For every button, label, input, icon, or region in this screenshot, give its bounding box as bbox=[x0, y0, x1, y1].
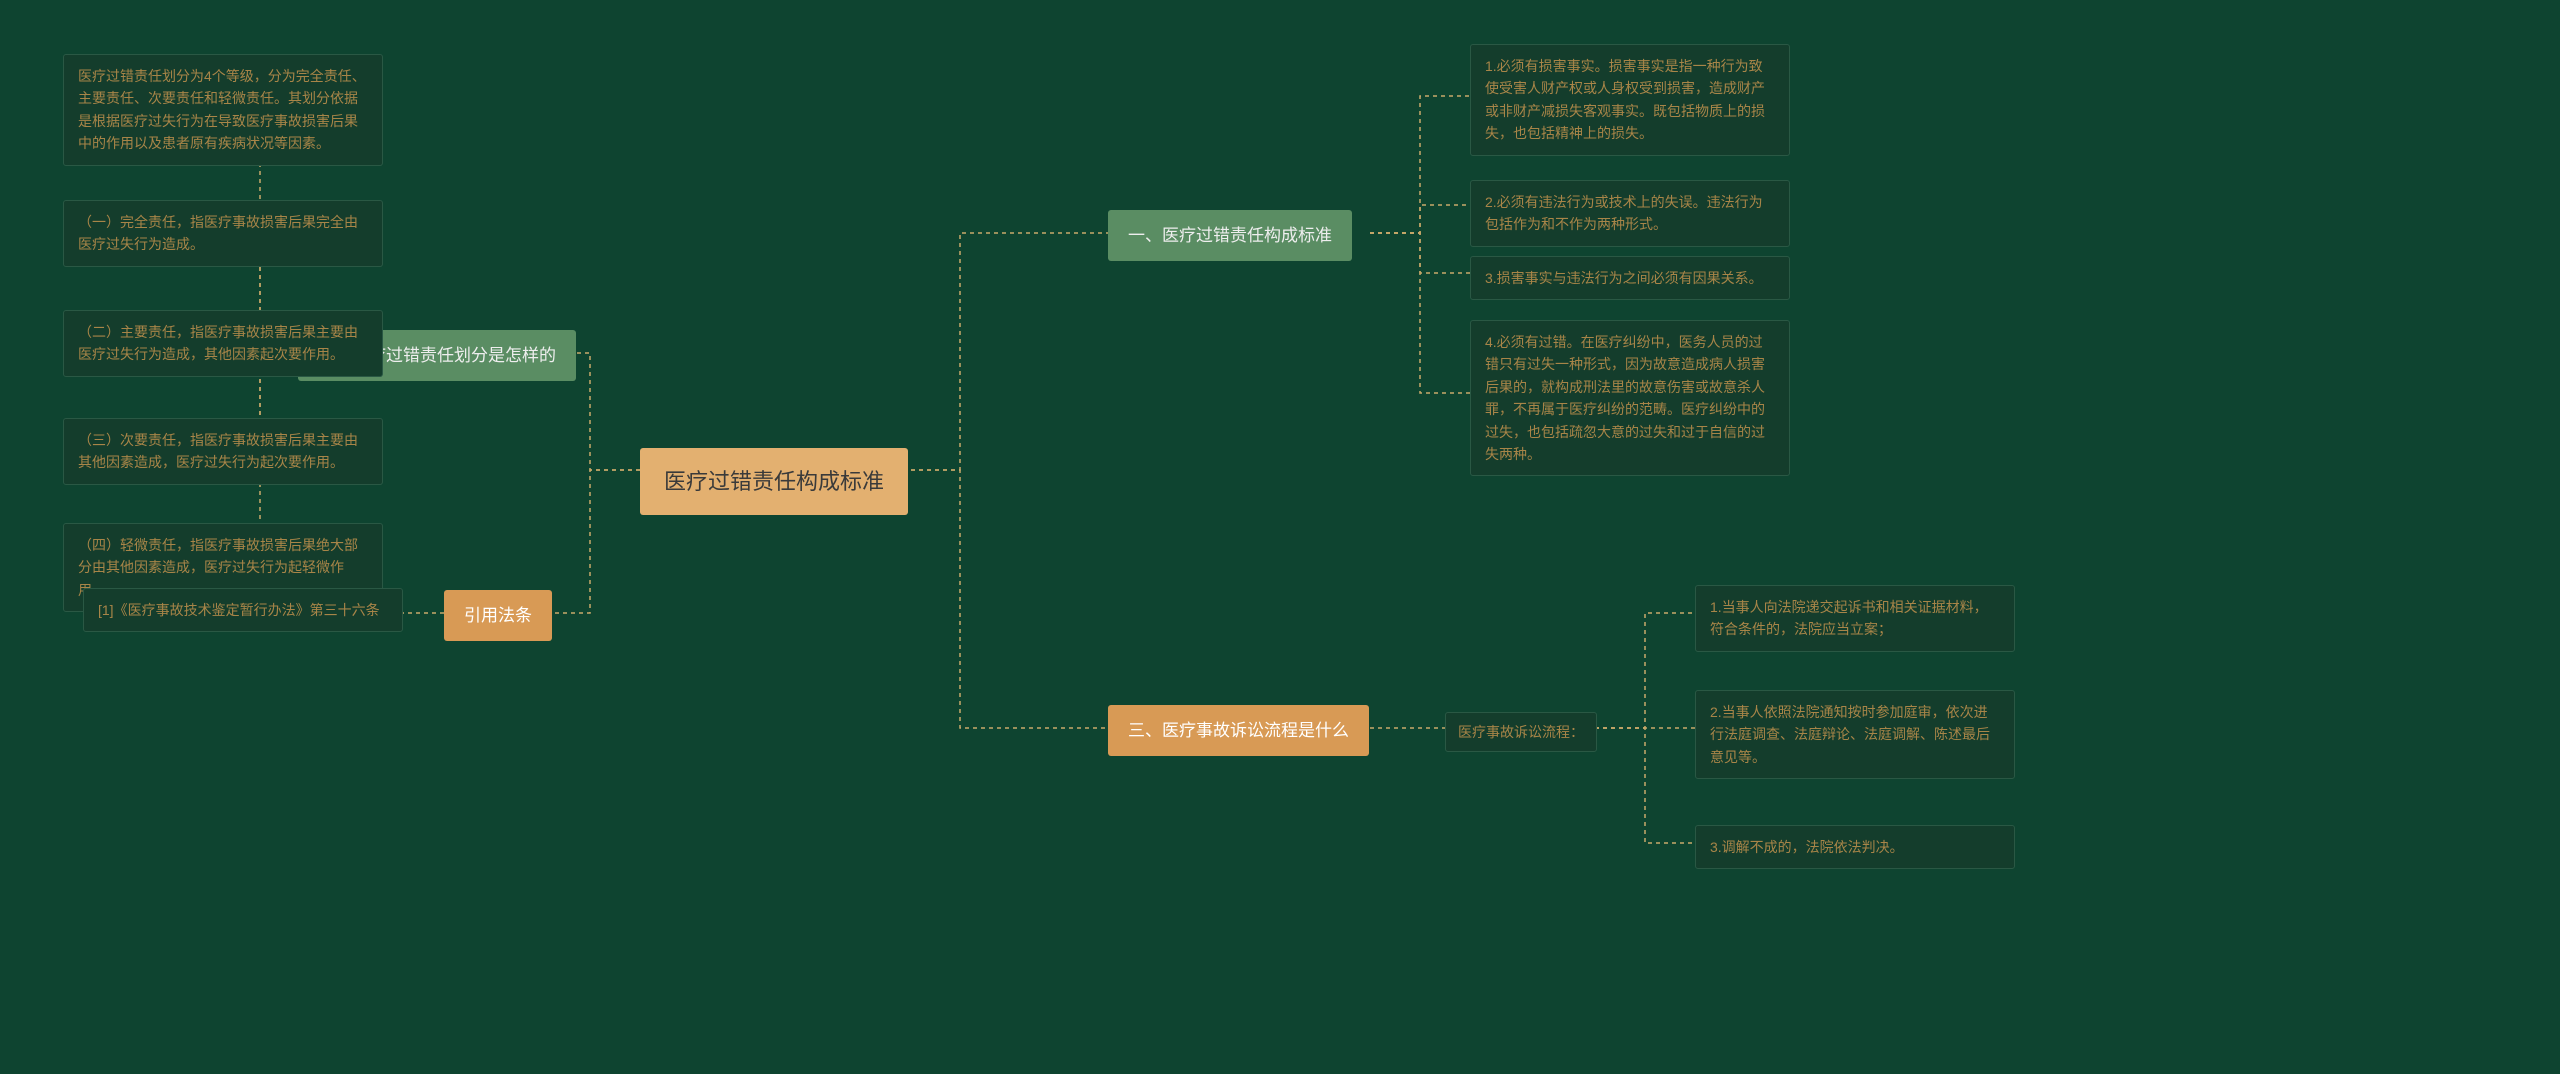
leaf-b3-3-text: 3.调解不成的，法院依法判决。 bbox=[1710, 839, 1904, 855]
branch-3-label: 三、医疗事故诉讼流程是什么 bbox=[1128, 721, 1349, 740]
leaf-b4-1: [1]《医疗事故技术鉴定暂行办法》第三十六条 bbox=[83, 588, 403, 632]
root-label: 医疗过错责任构成标准 bbox=[664, 469, 884, 494]
leaf-b3-3: 3.调解不成的，法院依法判决。 bbox=[1695, 825, 2015, 869]
leaf-b1-4: 4.必须有过错。在医疗纠纷中，医务人员的过错只有过失一种形式，因为故意造成病人损… bbox=[1470, 320, 1790, 476]
leaf-b3-mid: 医疗事故诉讼流程： bbox=[1445, 712, 1597, 752]
leaf-b2-4: （三）次要责任，指医疗事故损害后果主要由其他因素造成，医疗过失行为起次要作用。 bbox=[63, 418, 383, 485]
leaf-b1-2: 2.必须有违法行为或技术上的失误。违法行为包括作为和不作为两种形式。 bbox=[1470, 180, 1790, 247]
branch-1-label: 一、医疗过错责任构成标准 bbox=[1128, 226, 1332, 245]
branch-3[interactable]: 三、医疗事故诉讼流程是什么 bbox=[1108, 705, 1369, 756]
leaf-b1-4-text: 4.必须有过错。在医疗纠纷中，医务人员的过错只有过失一种形式，因为故意造成病人损… bbox=[1485, 334, 1765, 462]
root-node[interactable]: 医疗过错责任构成标准 bbox=[640, 448, 908, 515]
leaf-b2-3-text: （二）主要责任，指医疗事故损害后果主要由医疗过失行为造成，其他因素起次要作用。 bbox=[78, 324, 358, 362]
branch-4[interactable]: 引用法条 bbox=[444, 590, 552, 641]
leaf-b3-2-text: 2.当事人依照法院通知按时参加庭审，依次进行法庭调查、法庭辩论、法庭调解、陈述最… bbox=[1710, 704, 1990, 765]
leaf-b2-4-text: （三）次要责任，指医疗事故损害后果主要由其他因素造成，医疗过失行为起次要作用。 bbox=[78, 432, 358, 470]
leaf-b1-2-text: 2.必须有违法行为或技术上的失误。违法行为包括作为和不作为两种形式。 bbox=[1485, 194, 1763, 232]
leaf-b3-2: 2.当事人依照法院通知按时参加庭审，依次进行法庭调查、法庭辩论、法庭调解、陈述最… bbox=[1695, 690, 2015, 779]
leaf-b3-mid-text: 医疗事故诉讼流程： bbox=[1458, 724, 1584, 740]
leaf-b1-3-text: 3.损害事实与违法行为之间必须有因果关系。 bbox=[1485, 270, 1763, 286]
leaf-b2-2: （一）完全责任，指医疗事故损害后果完全由医疗过失行为造成。 bbox=[63, 200, 383, 267]
connector-layer bbox=[0, 0, 2560, 1074]
leaf-b3-1-text: 1.当事人向法院递交起诉书和相关证据材料，符合条件的，法院应当立案； bbox=[1710, 599, 1988, 637]
leaf-b1-1-text: 1.必须有损害事实。损害事实是指一种行为致使受害人财产权或人身权受到损害，造成财… bbox=[1485, 58, 1765, 141]
leaf-b2-2-text: （一）完全责任，指医疗事故损害后果完全由医疗过失行为造成。 bbox=[78, 214, 358, 252]
branch-4-label: 引用法条 bbox=[464, 606, 532, 625]
branch-1[interactable]: 一、医疗过错责任构成标准 bbox=[1108, 210, 1352, 261]
leaf-b1-3: 3.损害事实与违法行为之间必须有因果关系。 bbox=[1470, 256, 1790, 300]
leaf-b2-1-text: 医疗过错责任划分为4个等级，分为完全责任、主要责任、次要责任和轻微责任。其划分依… bbox=[78, 68, 366, 151]
leaf-b2-3: （二）主要责任，指医疗事故损害后果主要由医疗过失行为造成，其他因素起次要作用。 bbox=[63, 310, 383, 377]
leaf-b1-1: 1.必须有损害事实。损害事实是指一种行为致使受害人财产权或人身权受到损害，造成财… bbox=[1470, 44, 1790, 156]
leaf-b3-1: 1.当事人向法院递交起诉书和相关证据材料，符合条件的，法院应当立案； bbox=[1695, 585, 2015, 652]
leaf-b2-1: 医疗过错责任划分为4个等级，分为完全责任、主要责任、次要责任和轻微责任。其划分依… bbox=[63, 54, 383, 166]
leaf-b4-1-text: [1]《医疗事故技术鉴定暂行办法》第三十六条 bbox=[98, 602, 380, 618]
